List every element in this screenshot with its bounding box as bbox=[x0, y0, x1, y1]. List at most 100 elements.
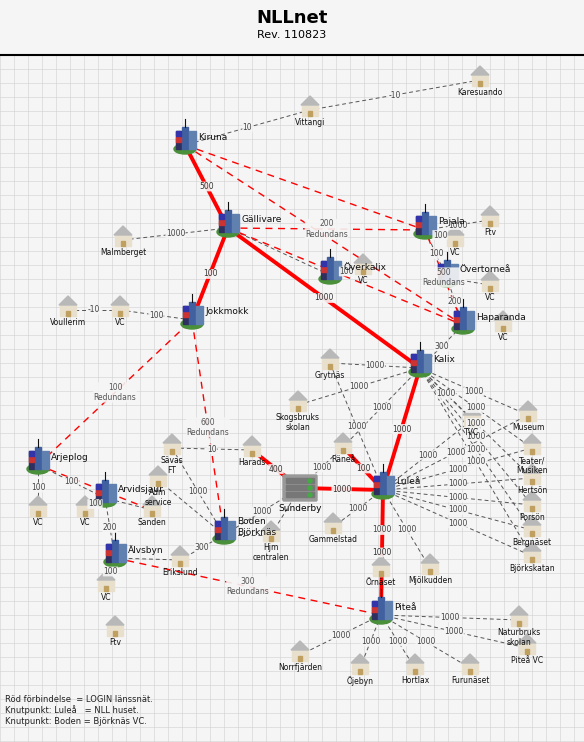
Ellipse shape bbox=[436, 277, 458, 287]
Text: VC: VC bbox=[358, 276, 369, 285]
Bar bbox=[411, 360, 416, 365]
Bar bbox=[102, 480, 108, 502]
Ellipse shape bbox=[414, 229, 436, 239]
Bar bbox=[104, 586, 108, 591]
Bar bbox=[269, 536, 273, 541]
Bar bbox=[438, 264, 443, 282]
Bar bbox=[525, 649, 529, 654]
Polygon shape bbox=[59, 296, 77, 305]
Polygon shape bbox=[518, 634, 536, 643]
Bar bbox=[331, 528, 335, 533]
Polygon shape bbox=[301, 96, 319, 105]
Text: Pajala: Pajala bbox=[438, 217, 465, 226]
Polygon shape bbox=[446, 226, 464, 235]
Text: Kalix: Kalix bbox=[433, 355, 455, 364]
Bar bbox=[219, 214, 224, 232]
Text: 100: 100 bbox=[203, 269, 217, 278]
Text: VC: VC bbox=[450, 248, 460, 257]
Text: VC: VC bbox=[80, 518, 91, 527]
Polygon shape bbox=[106, 616, 124, 625]
Text: Porsön: Porsön bbox=[519, 513, 545, 522]
Bar bbox=[372, 601, 377, 606]
Text: 1000: 1000 bbox=[349, 382, 369, 391]
Text: Skogsbruks
skolan: Skogsbruks skolan bbox=[276, 413, 320, 433]
Bar bbox=[524, 500, 540, 511]
Bar bbox=[447, 235, 463, 246]
Bar bbox=[228, 521, 235, 539]
Bar bbox=[244, 445, 260, 456]
Text: 100
Redundans: 100 Redundans bbox=[93, 383, 137, 402]
Bar bbox=[219, 214, 224, 219]
Bar bbox=[352, 663, 368, 674]
Polygon shape bbox=[334, 433, 352, 442]
Bar bbox=[178, 561, 182, 566]
Text: Öjebyn: Öjebyn bbox=[346, 676, 374, 686]
Text: 600
Redundans: 600 Redundans bbox=[187, 418, 230, 437]
Text: Erikslund: Erikslund bbox=[162, 568, 198, 577]
Text: 1000: 1000 bbox=[188, 487, 208, 496]
Ellipse shape bbox=[104, 557, 126, 567]
Text: Örnäset: Örnäset bbox=[366, 578, 396, 587]
Bar bbox=[424, 354, 431, 372]
Text: -10: -10 bbox=[389, 91, 401, 99]
Text: 1000: 1000 bbox=[332, 485, 351, 493]
Bar bbox=[378, 597, 384, 619]
Bar bbox=[96, 484, 101, 489]
Text: 300: 300 bbox=[194, 543, 209, 552]
Ellipse shape bbox=[319, 274, 341, 284]
Bar bbox=[164, 443, 180, 454]
Bar bbox=[183, 306, 188, 311]
Text: 1000: 1000 bbox=[372, 403, 391, 412]
Bar bbox=[444, 260, 450, 282]
Text: 1000: 1000 bbox=[348, 504, 368, 513]
Text: 1000: 1000 bbox=[448, 505, 467, 514]
Bar bbox=[460, 307, 466, 329]
Bar bbox=[196, 306, 203, 324]
Bar bbox=[328, 364, 332, 369]
Bar bbox=[335, 442, 351, 453]
Polygon shape bbox=[171, 546, 189, 555]
Text: Adm
service: Adm service bbox=[144, 488, 172, 508]
Bar bbox=[467, 311, 474, 329]
Bar bbox=[0, 0, 584, 55]
Bar bbox=[112, 305, 128, 316]
Bar bbox=[176, 137, 181, 142]
Bar bbox=[454, 311, 459, 316]
Bar bbox=[321, 261, 326, 266]
Polygon shape bbox=[421, 554, 439, 563]
Text: 1000: 1000 bbox=[373, 548, 392, 557]
Bar bbox=[462, 663, 478, 674]
Polygon shape bbox=[481, 271, 499, 280]
Text: Malmberget: Malmberget bbox=[100, 248, 146, 257]
Text: 1000: 1000 bbox=[331, 631, 350, 640]
Polygon shape bbox=[494, 311, 512, 320]
Bar bbox=[530, 449, 534, 454]
Polygon shape bbox=[406, 654, 424, 663]
Text: VC: VC bbox=[498, 333, 508, 342]
Bar bbox=[372, 601, 377, 619]
Text: VC: VC bbox=[33, 518, 43, 527]
Text: Kiruna: Kiruna bbox=[198, 133, 227, 142]
Bar bbox=[286, 478, 314, 483]
Bar bbox=[478, 81, 482, 86]
Text: 1000: 1000 bbox=[361, 637, 380, 646]
Bar bbox=[428, 569, 432, 574]
Bar bbox=[250, 451, 254, 456]
Ellipse shape bbox=[372, 489, 394, 499]
Text: 1000: 1000 bbox=[397, 525, 416, 533]
Bar bbox=[106, 544, 111, 562]
Text: Älvsbyn: Älvsbyn bbox=[128, 545, 164, 555]
Bar bbox=[524, 525, 540, 536]
Text: Grytnäs: Grytnäs bbox=[315, 371, 345, 380]
Bar bbox=[290, 400, 306, 411]
Bar bbox=[416, 222, 421, 227]
Text: 100: 100 bbox=[149, 310, 164, 320]
Bar bbox=[470, 421, 474, 426]
Bar bbox=[232, 214, 239, 232]
Bar bbox=[355, 263, 371, 274]
Text: 1000: 1000 bbox=[314, 294, 333, 303]
Bar bbox=[298, 656, 302, 661]
Bar bbox=[374, 476, 379, 494]
Bar bbox=[464, 415, 480, 426]
Bar bbox=[451, 264, 458, 282]
